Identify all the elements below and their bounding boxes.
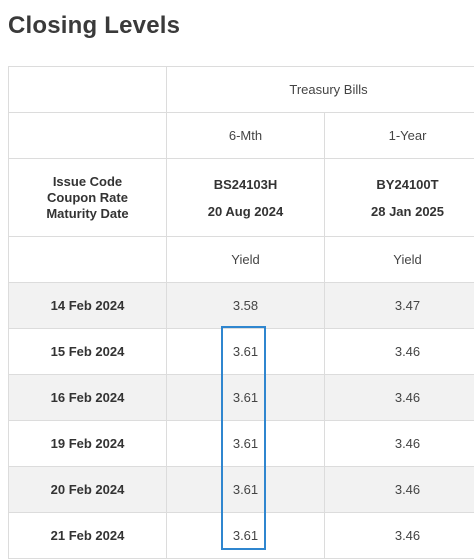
issue-label-cell: Issue Code Coupon Rate Maturity Date xyxy=(9,159,167,237)
row-date: 20 Feb 2024 xyxy=(9,467,167,513)
row-date: 19 Feb 2024 xyxy=(9,421,167,467)
header-row-tenor: 6-Mth 1-Year xyxy=(9,113,474,159)
tenor-header-6mth: 6-Mth xyxy=(167,113,325,159)
table-row: 15 Feb 2024 3.61 3.46 xyxy=(9,329,474,375)
header-row-metric: Yield Yield xyxy=(9,237,474,283)
header-row-issue: Issue Code Coupon Rate Maturity Date BS2… xyxy=(9,159,474,237)
yield-6mth: 3.58 xyxy=(167,283,325,329)
treasury-bills-header: Treasury Bills xyxy=(167,67,474,113)
coupon-rate-label: Coupon Rate xyxy=(9,190,166,206)
header-empty-cell xyxy=(9,237,167,283)
page-title: Closing Levels xyxy=(8,12,180,40)
issue-code: BS24103H xyxy=(167,176,324,193)
yield-6mth: 3.61 xyxy=(167,375,325,421)
yield-1year: 3.46 xyxy=(325,467,474,513)
table-row: 14 Feb 2024 3.58 3.47 xyxy=(9,283,474,329)
header-row-group: Treasury Bills xyxy=(9,67,474,113)
row-date: 16 Feb 2024 xyxy=(9,375,167,421)
maturity-date: 20 Aug 2024 xyxy=(167,203,324,220)
yield-1year: 3.46 xyxy=(325,375,474,421)
yield-6mth: 3.61 xyxy=(167,329,325,375)
issue-cell-1year: BY24100T 28 Jan 2025 xyxy=(325,159,474,237)
yield-6mth: 3.61 xyxy=(167,513,325,559)
table-row: 19 Feb 2024 3.61 3.46 xyxy=(9,421,474,467)
table-row: 16 Feb 2024 3.61 3.46 xyxy=(9,375,474,421)
yield-1year: 3.46 xyxy=(325,421,474,467)
maturity-date: 28 Jan 2025 xyxy=(325,203,474,220)
row-date: 14 Feb 2024 xyxy=(9,283,167,329)
yield-1year: 3.46 xyxy=(325,513,474,559)
issue-code-label: Issue Code xyxy=(9,174,166,190)
yield-1year: 3.47 xyxy=(325,283,474,329)
closing-levels-table: Treasury Bills 6-Mth 1-Year Issue Code C… xyxy=(8,66,474,559)
row-date: 15 Feb 2024 xyxy=(9,329,167,375)
row-date: 21 Feb 2024 xyxy=(9,513,167,559)
maturity-date-label: Maturity Date xyxy=(9,206,166,222)
issue-cell-6mth: BS24103H 20 Aug 2024 xyxy=(167,159,325,237)
yield-6mth: 3.61 xyxy=(167,467,325,513)
metric-header-6mth: Yield xyxy=(167,237,325,283)
header-empty-cell xyxy=(9,67,167,113)
tenor-header-1year: 1-Year xyxy=(325,113,474,159)
metric-header-1year: Yield xyxy=(325,237,474,283)
table-row: 20 Feb 2024 3.61 3.46 xyxy=(9,467,474,513)
yield-6mth: 3.61 xyxy=(167,421,325,467)
issue-code: BY24100T xyxy=(325,176,474,193)
header-empty-cell xyxy=(9,113,167,159)
yield-1year: 3.46 xyxy=(325,329,474,375)
table-row: 21 Feb 2024 3.61 3.46 xyxy=(9,513,474,559)
